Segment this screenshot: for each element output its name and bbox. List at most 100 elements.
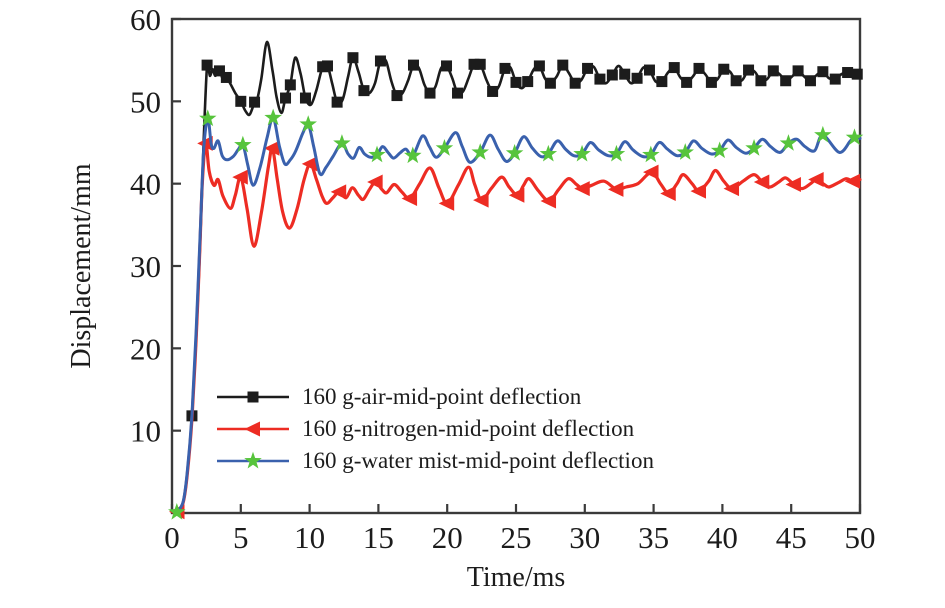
- star-marker: [573, 144, 591, 162]
- square-marker: [280, 92, 292, 104]
- square-marker: [851, 68, 863, 80]
- star-marker: [404, 146, 422, 164]
- x-tick-label: 35: [638, 520, 669, 555]
- square-marker: [582, 62, 594, 74]
- square-marker: [743, 64, 755, 76]
- square-marker: [643, 64, 655, 76]
- square-marker: [235, 95, 247, 107]
- square-marker: [792, 65, 804, 77]
- square-marker: [668, 62, 680, 74]
- legend-item-air: 160 g-air-mid-point deflection: [216, 381, 654, 413]
- triangle-left-marker: [660, 186, 676, 202]
- star-marker: [505, 144, 524, 161]
- square-marker: [755, 75, 767, 87]
- square-marker: [201, 59, 213, 71]
- square-marker: [533, 60, 545, 72]
- square-marker: [474, 58, 486, 70]
- star-marker: [845, 128, 864, 145]
- triangle-left-marker: [301, 156, 318, 172]
- square-marker: [606, 69, 618, 81]
- y-tick-label: 30: [130, 249, 161, 284]
- x-tick-label: 10: [294, 520, 325, 555]
- legend-star-icon: [244, 451, 262, 469]
- square-marker: [522, 76, 534, 88]
- star-marker: [234, 135, 252, 153]
- star-marker: [642, 145, 660, 163]
- star-marker: [168, 502, 186, 520]
- triangle-left-marker: [540, 193, 557, 209]
- legend-item-nitrogen: 160 g-nitrogen-mid-point deflection: [216, 413, 654, 445]
- legend-label-air: 160 g-air-mid-point deflection: [302, 384, 582, 409]
- square-marker: [842, 67, 854, 79]
- triangle-left-marker: [263, 140, 280, 156]
- star-marker: [199, 109, 217, 127]
- square-marker: [767, 65, 779, 77]
- legend-swatch-star-icon: [217, 451, 289, 469]
- legend-square-icon: [247, 391, 259, 403]
- triangle-left-marker: [367, 174, 383, 190]
- star-marker: [607, 144, 626, 162]
- triangle-left-marker: [643, 164, 659, 180]
- star-marker: [814, 125, 832, 143]
- triangle-left-marker: [844, 173, 861, 189]
- legend-item-water-mist: 160 g-water mist-mid-point deflection: [216, 445, 654, 477]
- square-marker: [656, 76, 668, 88]
- square-marker: [693, 62, 705, 74]
- star-marker: [745, 139, 763, 156]
- square-marker: [220, 71, 232, 83]
- legend-triangle-left-icon: [244, 421, 260, 437]
- legend-swatch-square-icon: [217, 391, 289, 403]
- star-marker: [779, 134, 798, 151]
- square-marker: [557, 59, 569, 71]
- y-tick-label: 50: [130, 84, 161, 119]
- y-tick-label: 40: [130, 167, 161, 202]
- star-marker: [676, 143, 694, 160]
- square-marker: [829, 73, 841, 85]
- star-marker: [299, 115, 317, 132]
- series-marker-group-2: [168, 108, 864, 520]
- square-marker: [321, 60, 333, 72]
- triangle-left-marker: [723, 181, 740, 197]
- triangle-left-marker: [438, 195, 455, 211]
- star-marker: [368, 145, 386, 163]
- square-marker: [619, 68, 631, 80]
- square-marker: [331, 96, 343, 108]
- square-marker: [249, 96, 261, 108]
- x-tick-label: 45: [776, 520, 807, 555]
- x-axis-title: Time/ms: [466, 562, 566, 593]
- square-marker: [374, 55, 386, 67]
- triangle-left-marker: [785, 176, 801, 192]
- square-marker: [804, 75, 816, 87]
- square-marker: [284, 79, 296, 91]
- square-marker: [468, 58, 480, 70]
- x-tick-label: 25: [501, 520, 532, 555]
- triangle-left-marker: [401, 190, 418, 206]
- square-marker: [631, 72, 643, 84]
- square-marker: [718, 63, 730, 75]
- square-marker: [358, 85, 370, 97]
- y-tick-label: 20: [130, 331, 161, 366]
- square-marker: [681, 76, 693, 88]
- square-marker: [569, 77, 581, 89]
- square-marker: [299, 92, 311, 104]
- square-marker: [452, 87, 464, 99]
- square-marker: [594, 73, 606, 85]
- star-marker: [710, 141, 729, 159]
- triangle-left-marker: [574, 181, 590, 197]
- square-marker: [780, 75, 792, 87]
- square-marker: [391, 90, 403, 102]
- star-marker: [539, 144, 558, 162]
- triangle-left-marker: [753, 174, 770, 190]
- legend: 160 g-air-mid-point deflection 160 g-nit…: [216, 381, 654, 477]
- y-axis-title: Displacement/mm: [66, 163, 97, 369]
- x-tick-label: 20: [432, 520, 463, 555]
- square-marker: [544, 77, 556, 89]
- square-marker: [347, 52, 359, 64]
- square-marker: [487, 85, 499, 97]
- x-tick-label: 30: [569, 520, 600, 555]
- triangle-left-marker: [508, 187, 525, 203]
- square-marker: [817, 66, 829, 78]
- triangle-left-marker: [232, 169, 248, 185]
- star-marker: [264, 108, 282, 126]
